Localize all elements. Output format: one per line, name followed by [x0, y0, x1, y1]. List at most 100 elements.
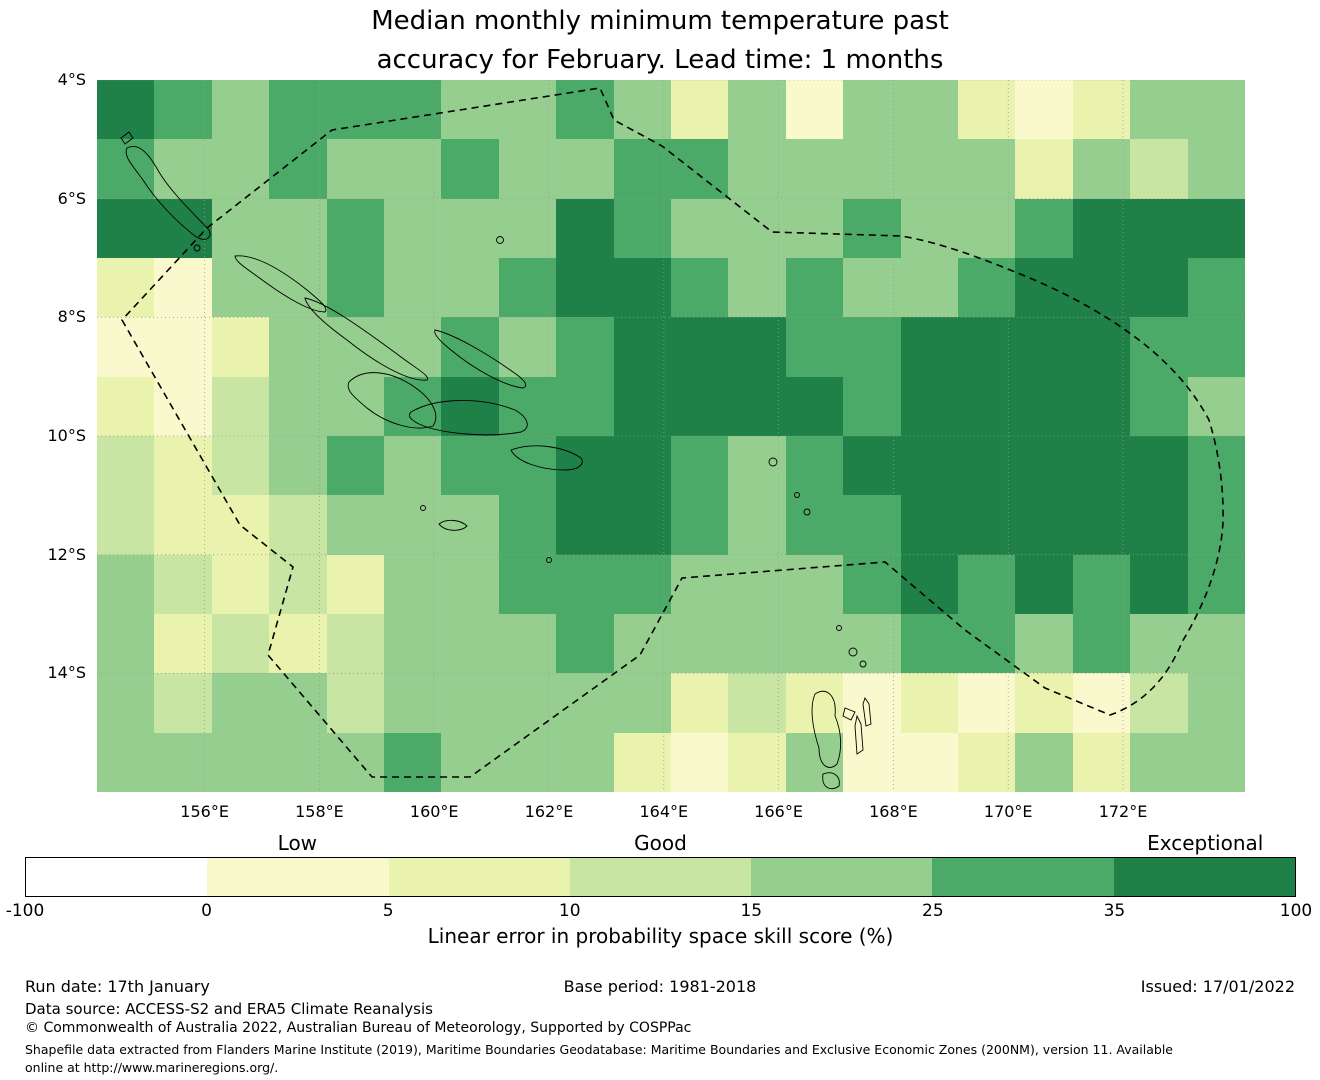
heatmap-cell — [211, 435, 270, 496]
chart-title-line1: Median monthly minimum temperature past — [371, 6, 949, 36]
heatmap-cell — [1072, 376, 1131, 436]
heatmap-cell — [154, 435, 212, 496]
heatmap-cell — [97, 495, 155, 555]
map-plot — [97, 80, 1245, 792]
heatmap-cell — [843, 613, 901, 674]
heatmap-cell — [785, 673, 844, 733]
heatmap-cell — [728, 80, 786, 140]
heatmap-cell — [958, 139, 1016, 199]
colorbar-tick-label: 5 — [382, 901, 394, 921]
heatmap-cell — [958, 80, 1016, 140]
heatmap-cell — [785, 198, 844, 258]
heatmap-cell — [900, 257, 958, 318]
heatmap-cell — [843, 495, 901, 555]
heatmap-cell — [613, 198, 671, 258]
heatmap-cell — [269, 495, 327, 555]
heatmap-cell — [211, 317, 270, 377]
heatmap-cell — [1072, 80, 1131, 140]
heatmap-cell — [728, 139, 786, 199]
heatmap-cell — [613, 317, 671, 377]
heatmap-cell — [1015, 613, 1073, 674]
heatmap-cell — [843, 435, 901, 496]
heatmap-cell — [785, 80, 844, 140]
colorbar-tick-label: 15 — [740, 901, 763, 921]
heatmap-cell — [1187, 376, 1245, 436]
heatmap-cell — [498, 257, 557, 318]
colorbar-tick-label: 35 — [1103, 901, 1126, 921]
colorbar-segment — [569, 858, 752, 896]
heatmap-cell — [326, 139, 384, 199]
y-axis-tick-label: 10°S — [47, 425, 86, 445]
heatmap-cell — [556, 257, 614, 318]
heatmap-cell — [613, 495, 671, 555]
heatmap-cell — [671, 139, 729, 199]
heatmap-cell — [498, 198, 557, 258]
heatmap-cell — [900, 376, 958, 436]
heatmap-cell — [958, 435, 1016, 496]
heatmap-cell — [556, 732, 614, 792]
heatmap-cell — [441, 80, 499, 140]
heatmap-cell — [154, 613, 212, 674]
data-source-text: Data source: ACCESS-S2 and ERA5 Climate … — [25, 1000, 433, 1018]
heatmap-cell — [97, 376, 155, 436]
colorbar-label: Linear error in probability space skill … — [427, 924, 894, 948]
heatmap-cell — [1187, 317, 1245, 377]
colorbar-quality-label: Good — [634, 831, 687, 855]
x-axis-tick-label: 166°E — [754, 802, 803, 821]
heatmap-cell — [211, 376, 270, 436]
heatmap-cell — [1072, 435, 1131, 496]
heatmap-cell — [1015, 139, 1073, 199]
heatmap-cell — [498, 317, 557, 377]
colorbar-tick-label: -100 — [5, 901, 45, 921]
heatmap-cell — [1130, 257, 1188, 318]
heatmap-cell — [958, 732, 1016, 792]
x-axis-tick-label: 156°E — [180, 802, 229, 821]
run-date-text: Run date: 17th January — [25, 977, 210, 996]
heatmap-cell — [441, 257, 499, 318]
x-axis-tick-label: 160°E — [409, 802, 459, 821]
heatmap-cell — [556, 376, 614, 436]
colorbar-tick-label: 0 — [201, 901, 212, 921]
heatmap-cell — [154, 673, 212, 733]
heatmap-cell — [1130, 139, 1188, 199]
heatmap-cell — [498, 495, 557, 555]
heatmap-cell — [613, 80, 671, 140]
heatmap-cell — [441, 495, 499, 555]
heatmap-cell — [556, 673, 614, 733]
colorbar-segment — [1113, 858, 1295, 896]
heatmap-cell — [97, 257, 155, 318]
heatmap-cell — [671, 613, 729, 674]
heatmap-cell — [269, 257, 327, 318]
heatmap-cell — [269, 435, 327, 496]
heatmap-cell — [613, 257, 671, 318]
heatmap-cell — [384, 198, 442, 258]
heatmap-cell — [211, 673, 270, 733]
heatmap-cell — [97, 732, 155, 792]
colorbar-tick-label: 10 — [558, 901, 581, 921]
heatmap-cell — [728, 435, 786, 496]
heatmap-cell — [211, 554, 270, 614]
heatmap-cell — [671, 554, 729, 614]
heatmap-cell — [154, 198, 212, 258]
heatmap-cell — [384, 139, 442, 199]
heatmap-cell — [1187, 80, 1245, 140]
heatmap-cell — [269, 376, 327, 436]
colorbar-segment — [932, 858, 1114, 896]
heatmap-cell — [441, 198, 499, 258]
heatmap-cell — [326, 554, 384, 614]
heatmap-cell — [154, 257, 212, 318]
heatmap-cell — [958, 673, 1016, 733]
heatmap-cell — [900, 317, 958, 377]
heatmap-cell — [384, 732, 442, 792]
heatmap-cell — [498, 554, 557, 614]
heatmap-cell — [154, 80, 212, 140]
heatmap-cell — [613, 139, 671, 199]
heatmap-cell — [498, 613, 557, 674]
heatmap-cell — [556, 495, 614, 555]
chart-title-line2: accuracy for February. Lead time: 1 mont… — [376, 45, 944, 75]
heatmap-cell — [384, 317, 442, 377]
heatmap-cell — [441, 613, 499, 674]
heatmap-cell — [958, 495, 1016, 555]
heatmap-cell — [728, 495, 786, 555]
